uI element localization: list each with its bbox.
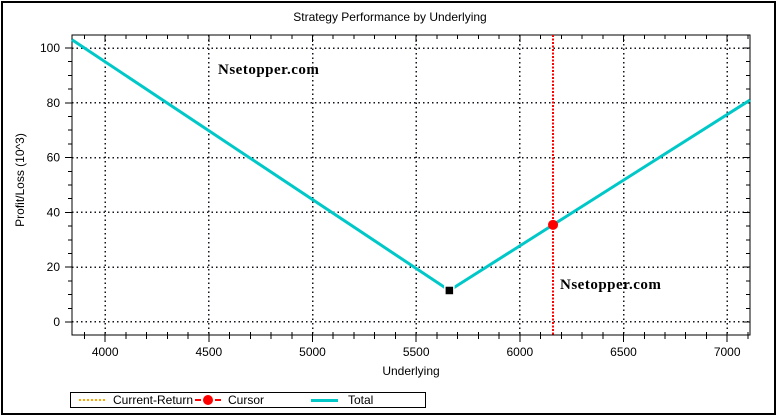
x-tick-label: 4500 bbox=[195, 345, 222, 359]
cursor-dot-icon bbox=[203, 395, 213, 405]
x-tick-label: 5000 bbox=[299, 345, 326, 359]
y-tick-label: 80 bbox=[47, 96, 61, 110]
current-return-line-swatch-icon bbox=[79, 399, 105, 401]
x-tick-label: 6500 bbox=[610, 345, 637, 359]
y-axis-title: Profit/Loss (10^3) bbox=[13, 133, 27, 227]
legend: Current-Return Cursor Total bbox=[70, 392, 426, 408]
x-tick-label: 6000 bbox=[507, 345, 534, 359]
x-tick-label: 4000 bbox=[92, 345, 119, 359]
watermark-bottom: Nsetopper.com bbox=[560, 277, 662, 293]
series-line-total bbox=[71, 38, 751, 293]
y-tick-label: 0 bbox=[53, 315, 60, 329]
legend-label: Cursor bbox=[228, 393, 265, 407]
min-profit-marker bbox=[444, 285, 455, 296]
x-tick-label: 7000 bbox=[714, 345, 741, 359]
total-line-swatch-icon bbox=[311, 399, 338, 402]
cursor-line-swatch-icon bbox=[195, 395, 221, 405]
x-tick-label: 5500 bbox=[403, 345, 430, 359]
y-tick-label: 60 bbox=[47, 151, 61, 165]
y-tick-label: 20 bbox=[47, 260, 61, 274]
legend-label: Total bbox=[348, 393, 374, 407]
y-tick-label: 40 bbox=[47, 205, 61, 219]
chart-title: Strategy Performance by Underlying bbox=[293, 10, 487, 24]
watermark-top: Nsetopper.com bbox=[218, 62, 320, 78]
cursor-point[interactable] bbox=[548, 219, 559, 230]
y-tick-label: 100 bbox=[40, 41, 60, 55]
x-axis-title: Underlying bbox=[382, 364, 440, 378]
legend-label: Current-Return bbox=[113, 393, 194, 407]
